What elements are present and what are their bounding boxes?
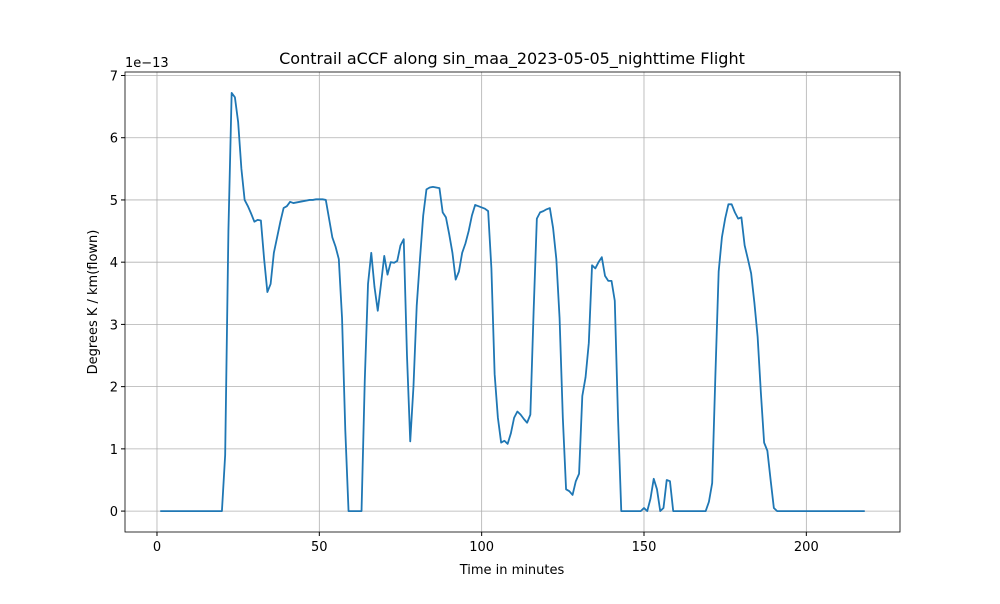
x-tick-label: 0 [153,540,161,555]
y-tick-label: 1 [110,443,118,458]
x-tick-label: 100 [469,540,494,555]
y-axis-label: Degrees K / km(flown) [86,230,101,375]
x-axis-label: Time in minutes [459,563,565,578]
y-tick-label: 3 [110,318,118,333]
x-tick-label: 150 [632,540,657,555]
chart-title: Contrail aCCF along sin_maa_2023-05-05_n… [279,49,745,69]
x-tick-label: 200 [794,540,819,555]
y-offset-label: 1e−13 [125,56,169,71]
y-tick-label: 0 [110,505,118,520]
y-tick-label: 6 [110,132,118,147]
plot-frame [124,71,901,533]
data-line [160,92,865,512]
y-tick-label: 5 [110,194,118,209]
y-tick-label: 4 [110,256,118,271]
y-tick-label: 2 [110,381,118,396]
x-tick-label: 50 [311,540,328,555]
y-tick-label: 7 [110,69,118,84]
